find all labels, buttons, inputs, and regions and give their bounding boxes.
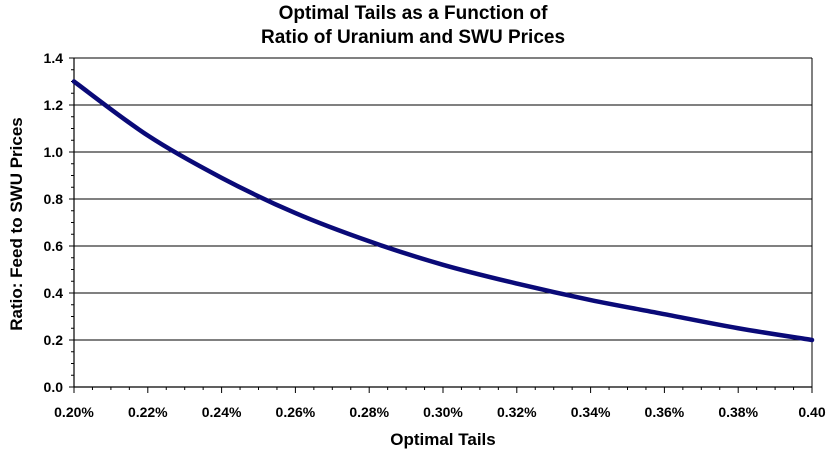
y-tick-label: 0.6	[44, 238, 64, 254]
x-tick-label: 0.24%	[202, 404, 242, 420]
series-lines	[71, 79, 815, 343]
y-tick-label: 0.8	[44, 191, 64, 207]
y-tick-label: 0.4	[44, 285, 64, 301]
x-tick-label: 0.38%	[718, 404, 758, 420]
plot-frame	[73, 58, 813, 388]
y-tick-label: 0.2	[44, 332, 64, 348]
y-axis-label: Ratio: Feed to SWU Prices	[7, 117, 26, 330]
y-tick-label: 0.0	[44, 379, 64, 395]
y-tick-label: 1.2	[44, 97, 64, 113]
chart-title-line-2: Ratio of Uranium and SWU Prices	[260, 27, 566, 48]
x-tick-label: 0.34%	[571, 404, 611, 420]
x-tick-label: 0.36%	[645, 404, 685, 420]
chart-title-line-1: Optimal Tails as a Function of	[278, 3, 548, 24]
x-tick-label: 0.30%	[423, 404, 463, 420]
x-tick-label: 0.22%	[128, 404, 168, 420]
y-tick-label: 1.0	[44, 144, 64, 160]
gridlines	[74, 57, 812, 341]
x-tick-label: 0.20%	[54, 404, 94, 420]
series-line	[71, 79, 815, 343]
x-axis-ticks: 0.20% 0.22% 0.24% 0.26% 0.28% 0.30% 0.32% 0.34%…	[54, 387, 826, 420]
x-tick-label: 0.32%	[497, 404, 537, 420]
y-tick-label: 1.4	[44, 50, 64, 66]
chart-title: Optimal Tails as a Function of Ratio of …	[0, 2, 826, 50]
x-tick-label: 0.40	[798, 404, 825, 420]
y-axis-ticks: 0.0 0.2 0.4 0.6 0.8 1.0 1.2 1.4	[44, 50, 74, 395]
x-tick-label: 0.28%	[349, 404, 389, 420]
x-axis-label: Optimal Tails	[390, 430, 496, 449]
x-tick-label: 0.26%	[276, 404, 316, 420]
